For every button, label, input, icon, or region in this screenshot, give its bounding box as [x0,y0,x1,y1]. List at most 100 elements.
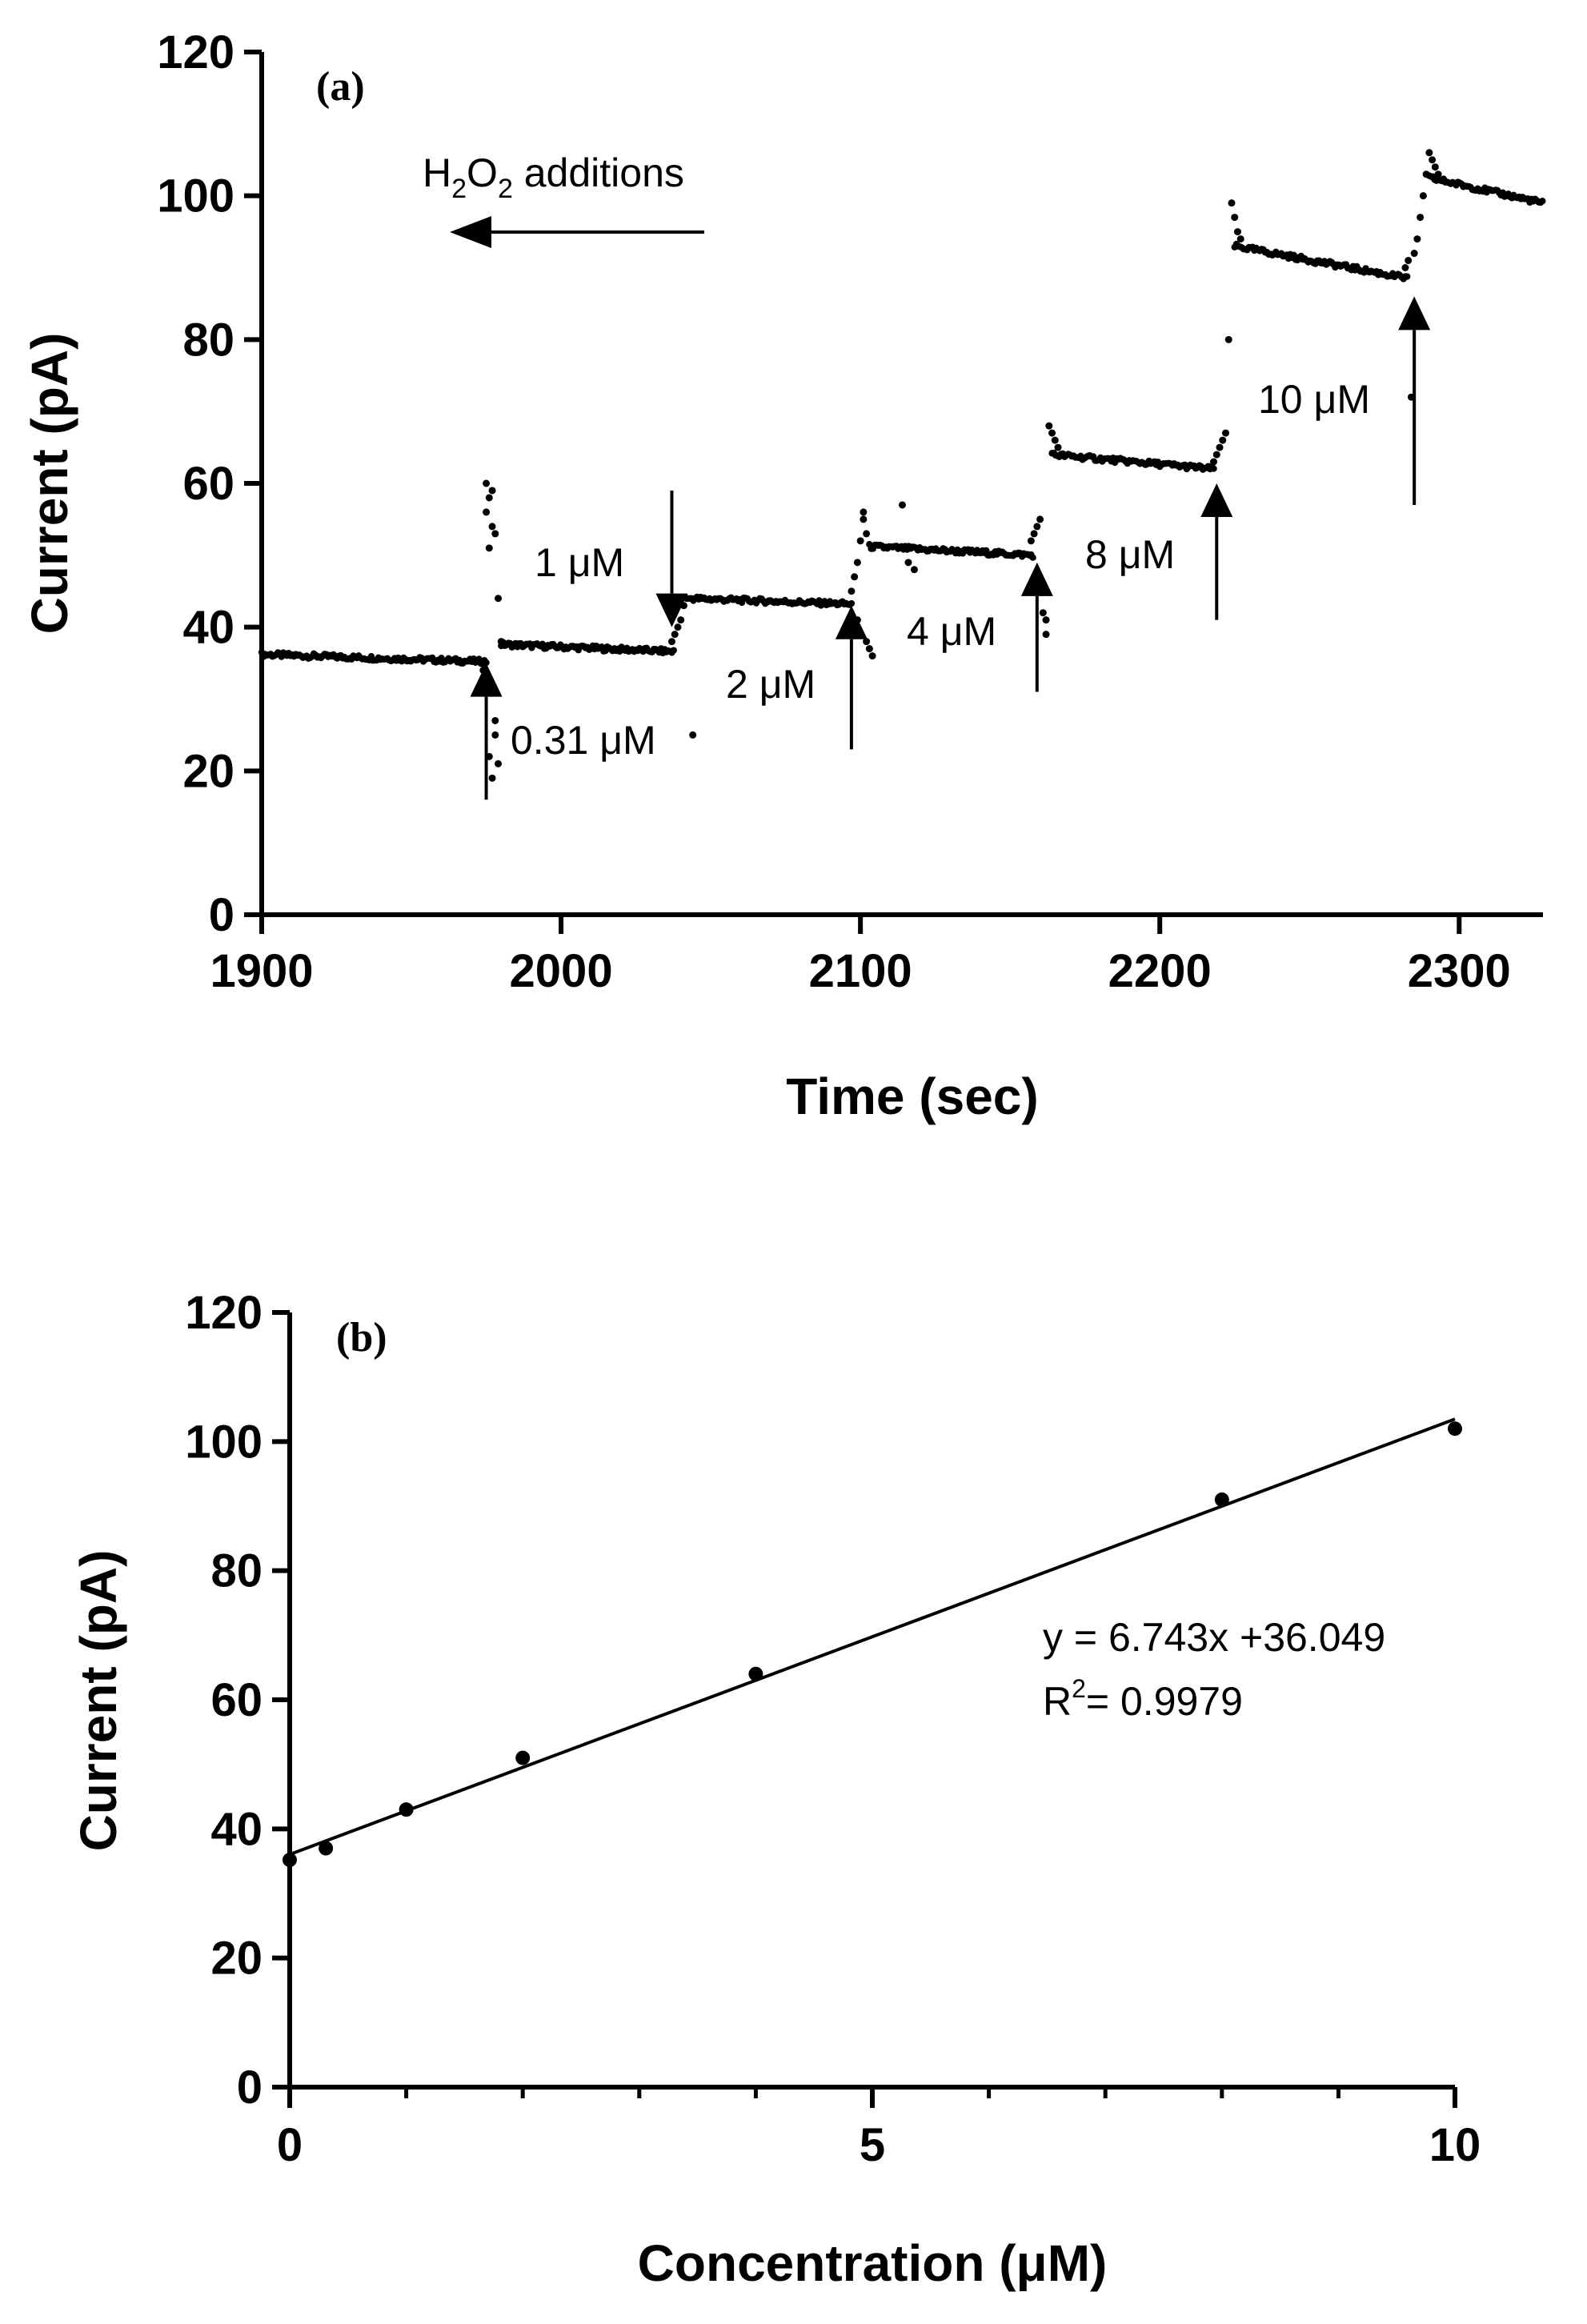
data-point [1029,554,1036,561]
data-point [1410,250,1418,258]
data-point [1405,257,1413,265]
data-point [515,1750,531,1765]
x-tick-label: 1900 [210,945,313,997]
label-10um: 10 μM [1258,377,1370,422]
data-point [483,508,491,516]
data-point [899,501,906,509]
data-point [495,759,503,767]
y-tick-label: 60 [182,458,234,510]
data-point [1216,443,1224,451]
data-point [485,544,493,552]
data-point [399,1802,414,1817]
down-arrow-icon [655,593,688,627]
y-tick-label: 60 [210,1674,262,1726]
y-tick-label: 80 [182,314,234,366]
data-point [1419,192,1427,200]
data-point [1448,1421,1462,1436]
x-tick-label: 2000 [510,945,613,997]
panel-b-y-axis-title: Current (pA) [70,1550,127,1852]
data-point [1033,523,1041,531]
r-squared: R2= 0.9979 [1043,1674,1243,1724]
panel-a: 0 20 40 60 80 100 120 1900 2000 2100 2200 2300 (a)… [21,26,1546,1125]
y-tick-label: 120 [157,26,234,78]
label-0-31um: 0.31 μM [511,718,656,763]
data-point [1027,537,1035,545]
panel-a-addition-arrows [470,296,1431,800]
data-point [491,731,499,739]
left-arrow-icon [450,216,704,248]
data-point [1413,235,1421,243]
data-point [856,537,864,545]
panel-b-data-points [283,1421,1462,1868]
y-tick-label: 0 [209,889,234,941]
x-tick-label: 0 [277,2119,303,2171]
data-point [860,515,868,523]
x-tick-label: 10 [1429,2119,1481,2171]
data-point [863,638,871,646]
data-point [677,616,685,624]
data-point [848,587,856,595]
x-tick-label: 2100 [809,945,912,997]
panel-b-x-axis-title: Concentration (μM) [638,2234,1108,2292]
panel-a-y-ticks: 0 20 40 60 80 100 120 [157,26,262,941]
data-point [667,638,675,646]
label-2um: 2 μM [726,662,816,707]
x-tick-label: 5 [860,2119,885,2171]
y-tick-label: 20 [210,1933,262,1985]
label-4um: 4 μM [907,609,996,654]
panel-b: 0 20 40 60 80 100 120 0 5 10 (b) Concentration (… [70,1287,1481,2292]
data-point [491,530,499,538]
y-tick-label: 100 [157,170,234,222]
data-point [488,774,496,782]
data-point [1429,156,1437,164]
data-point [1422,170,1430,178]
up-arrow-icon [835,605,868,639]
data-point [851,573,859,581]
data-point [904,559,912,567]
up-arrow-icon [1398,296,1431,331]
data-point [689,731,697,739]
panel-a-y-axis-title: Current (pA) [21,333,78,635]
panel-a-x-axis-title: Time (sec) [786,1068,1038,1125]
data-point [483,479,491,487]
data-point [497,638,505,646]
data-point [848,599,856,607]
data-point [1219,436,1227,444]
data-point [671,631,679,639]
y-tick-label: 100 [185,1416,262,1468]
data-point [1051,436,1059,444]
panel-a-data-points [258,149,1546,782]
x-tick-label: 2200 [1108,945,1212,997]
y-tick-label: 0 [237,2062,262,2114]
data-point [910,566,918,574]
data-point [670,647,677,654]
data-point [1045,422,1053,430]
data-point [483,659,490,667]
data-point [1036,515,1044,523]
up-arrow-icon [1020,562,1053,596]
up-arrow-icon [470,663,503,697]
data-point [1425,149,1433,157]
data-point [1042,616,1050,624]
data-point [1210,465,1217,472]
fit-equation: y = 6.743x +36.049 [1043,1615,1385,1660]
data-point [488,487,496,495]
data-point [674,623,682,631]
data-point [1048,429,1056,437]
data-point [1042,631,1050,639]
data-point [495,595,503,603]
h2o2-additions-label: H2O2 additions [423,150,684,204]
data-point [748,1666,763,1681]
data-point [865,645,873,653]
data-point [1231,214,1239,222]
y-tick-label: 40 [182,602,234,654]
y-tick-label: 20 [182,745,234,797]
panel-b-label: (b) [336,1315,387,1360]
data-point [1417,214,1425,222]
data-point [485,494,493,502]
data-point [1233,228,1241,236]
panel-a-label: (a) [316,64,365,110]
x-tick-label: 2300 [1408,945,1511,997]
panel-b-y-ticks: 0 20 40 60 80 100 120 [185,1287,290,2114]
